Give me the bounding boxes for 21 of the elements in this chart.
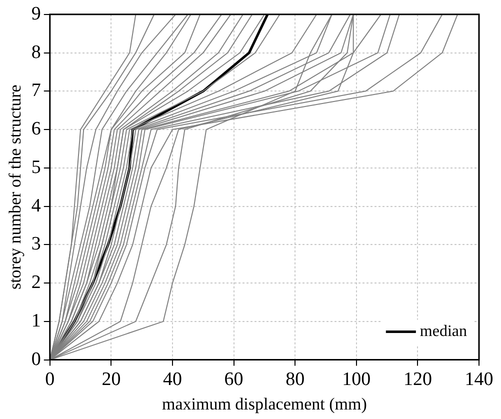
y-tick-label: 2 (31, 272, 41, 294)
y-tick-label: 8 (31, 42, 41, 63)
y-tick-label: 1 (31, 310, 41, 332)
y-axis-title: storey number of the structure (6, 84, 25, 290)
x-tick-label: 20 (102, 369, 121, 390)
legend-label: median (420, 323, 467, 340)
y-tick-label: 7 (31, 80, 41, 102)
x-tick-label: 100 (342, 369, 371, 390)
x-tick-label: 140 (464, 369, 494, 390)
y-tick-label: 0 (31, 348, 41, 370)
y-tick-label: 9 (31, 3, 41, 24)
x-axis-title: maximum displacement (mm) (162, 394, 367, 414)
x-tick-label: 0 (45, 369, 55, 390)
x-tick-label: 80 (286, 369, 305, 390)
y-tick-label: 5 (31, 156, 41, 178)
x-tick-label: 120 (403, 369, 432, 390)
x-tick-label: 60 (224, 369, 244, 390)
x-tick-label: 40 (163, 369, 182, 390)
y-tick-label: 3 (31, 234, 41, 255)
y-tick-label: 4 (31, 195, 42, 216)
y-tick-label: 6 (31, 118, 41, 140)
